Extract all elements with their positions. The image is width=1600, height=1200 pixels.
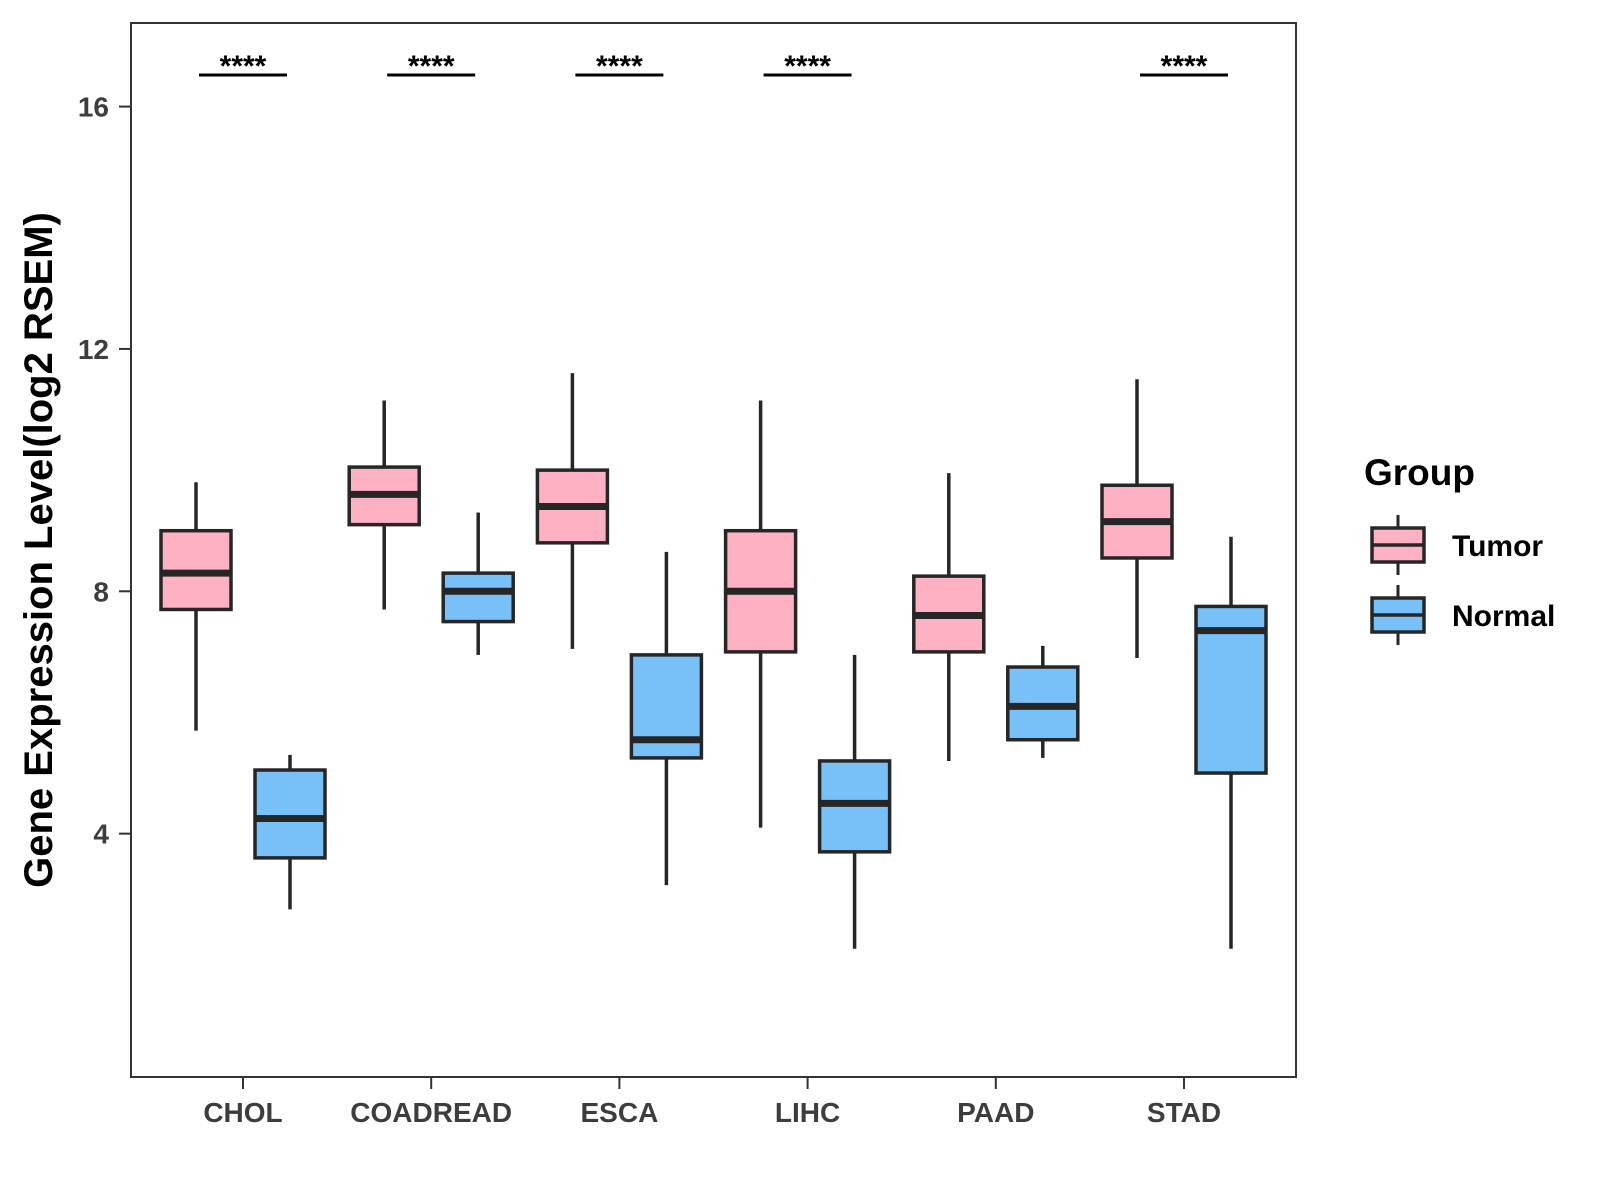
box-normal-stad [1194, 536, 1268, 949]
legend-label: Tumor [1452, 530, 1543, 563]
y-axis-title: Gene Expression Level(log2 RSEM) [17, 212, 61, 888]
box-normal-lihc [817, 654, 892, 949]
box-normal-coadread [441, 512, 515, 655]
x-tick-label: CHOL [203, 1097, 282, 1128]
legend-key-normal: Normal [1370, 585, 1555, 645]
x-tick-label: ESCA [581, 1097, 659, 1128]
legend-key-tumor: Tumor [1370, 515, 1543, 575]
box-tumor-paad [912, 473, 986, 761]
x-tick-label: STAD [1147, 1097, 1221, 1128]
significance-label: **** [596, 50, 643, 83]
y-tick-label: 12 [78, 334, 109, 365]
legend: Group Tumor Normal [1364, 452, 1555, 645]
y-axis: 4 8 12 16 [78, 92, 131, 850]
box-normal-esca [629, 551, 704, 886]
box-body [253, 768, 327, 860]
legend-label: Normal [1452, 600, 1555, 633]
x-tick-label: LIHC [775, 1097, 840, 1128]
y-tick-label: 8 [93, 576, 109, 607]
box-body [1194, 604, 1268, 775]
box-normal-paad [1006, 645, 1080, 758]
y-tick-label: 16 [78, 92, 109, 123]
y-tick-label: 4 [93, 819, 109, 850]
significance-label: **** [784, 50, 831, 83]
box-tumor-lihc [723, 400, 798, 828]
x-tick-label: COADREAD [350, 1097, 512, 1128]
significance-label: **** [220, 50, 267, 83]
x-axis: CHOL COADREAD ESCA LIHC PAAD STAD [203, 1077, 1221, 1128]
box-tumor-coadread [347, 400, 421, 610]
x-tick-label: PAAD [957, 1097, 1034, 1128]
box-tumor-chol [159, 482, 233, 731]
box-tumor-stad [1100, 379, 1174, 658]
significance-label: **** [1161, 50, 1208, 83]
box-normal-chol [253, 754, 327, 910]
box-body [441, 571, 515, 624]
box-series [159, 373, 1268, 949]
significance-annotations: **** **** **** **** **** [199, 50, 1228, 83]
significance-label: **** [408, 50, 455, 83]
legend-title: Group [1364, 452, 1475, 493]
box-tumor-esca [535, 373, 610, 649]
